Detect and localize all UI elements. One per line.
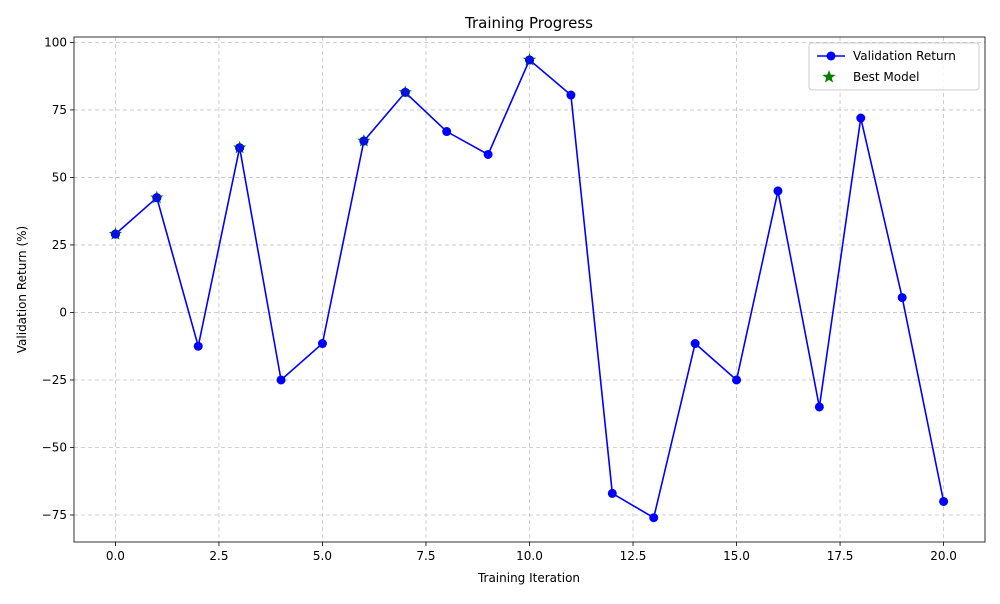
legend-label-best: Best Model (853, 70, 919, 84)
series-layer (108, 52, 949, 523)
y-tick-label: 75 (52, 103, 67, 117)
x-tick-label: 2.5 (209, 549, 228, 563)
x-tick-label: 20.0 (930, 549, 957, 563)
x-tick-label: 0.0 (106, 549, 125, 563)
y-tick-label: 0 (59, 305, 67, 319)
validation-return-point (276, 375, 286, 385)
validation-return-point (483, 149, 493, 159)
validation-return-point (939, 496, 949, 506)
x-axis: 0.0 2.5 5.0 7.5 10.0 12.5 15.0 17.5 20.0 (106, 542, 957, 563)
validation-return-point (690, 339, 700, 349)
y-tick-label: 100 (44, 35, 67, 49)
validation-return-point (442, 127, 452, 137)
y-tick-label: −25 (42, 373, 67, 387)
validation-return-point (897, 293, 907, 303)
x-axis-label: Training Iteration (477, 571, 580, 585)
x-tick-label: 5.0 (313, 549, 332, 563)
y-tick-label: 25 (52, 238, 67, 252)
validation-return-point-overlay (235, 143, 245, 153)
validation-return-point (649, 513, 659, 523)
y-axis-label: Validation Return (%) (15, 226, 29, 353)
legend-box (808, 42, 980, 91)
validation-return-point-overlay (400, 87, 410, 97)
x-tick-label: 12.5 (620, 549, 647, 563)
x-tick-label: 10.0 (516, 549, 543, 563)
validation-return-point (317, 339, 327, 349)
x-tick-label: 7.5 (416, 549, 435, 563)
validation-return-point-overlay (525, 55, 534, 65)
validation-return-point (566, 90, 576, 100)
y-axis: −75 −50 −25 0 25 50 75 100 (42, 35, 74, 522)
validation-return-point (814, 402, 824, 412)
validation-return-point-overlay (110, 229, 120, 239)
validation-return-point (773, 186, 783, 196)
y-tick-label: −50 (42, 440, 67, 454)
chart-title: Training Progress (464, 14, 593, 32)
validation-return-point-overlay (152, 193, 162, 203)
plot-frame (73, 36, 986, 543)
x-tick-label: 17.5 (827, 549, 854, 563)
y-tick-label: −75 (42, 508, 67, 522)
legend-circle-icon (826, 51, 836, 61)
validation-return-point-overlay (359, 136, 369, 146)
x-tick-label: 15.0 (723, 549, 750, 563)
validation-return-point (193, 341, 203, 351)
validation-return-point (856, 113, 866, 123)
legend-label-validation: Validation Return (853, 49, 956, 63)
grid (74, 37, 985, 542)
y-tick-label: 50 (52, 170, 67, 184)
legend: Validation Return Best Model (808, 42, 980, 91)
legend-star-icon (822, 70, 836, 83)
validation-return-point (732, 375, 742, 385)
validation-return-point (607, 488, 617, 498)
